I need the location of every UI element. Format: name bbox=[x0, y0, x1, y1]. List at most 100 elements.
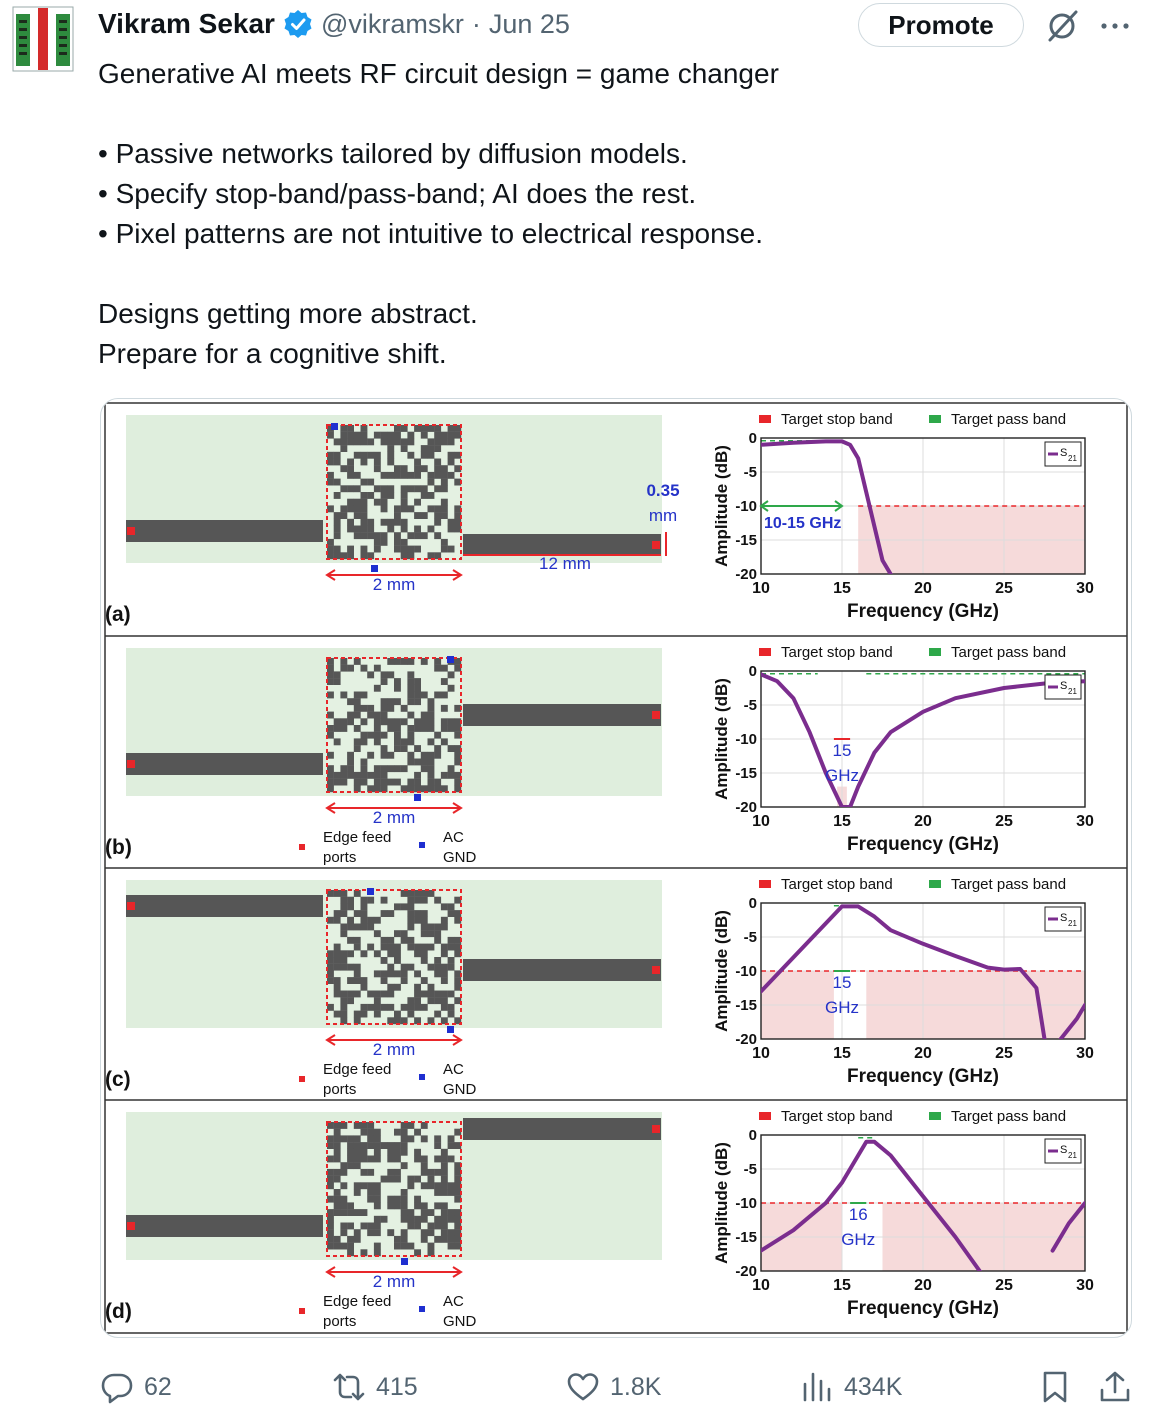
legend-stop-label: Target stop band bbox=[781, 876, 893, 893]
pixel-cell bbox=[434, 1142, 442, 1149]
pixel-cell bbox=[367, 1003, 375, 1011]
x-tick-label: 30 bbox=[1076, 580, 1094, 597]
pixel-cell bbox=[347, 718, 354, 726]
pixel-cell bbox=[420, 512, 428, 519]
pixel-cell bbox=[373, 451, 381, 459]
edge-feed-port bbox=[652, 1125, 660, 1133]
views-button[interactable]: 434K bbox=[800, 1364, 902, 1410]
pixel-cell bbox=[360, 903, 368, 911]
pixel-cell bbox=[353, 431, 361, 439]
pixel-cell bbox=[407, 431, 415, 439]
pixel-cell bbox=[347, 758, 354, 766]
pixel-cell bbox=[347, 471, 354, 479]
legend-edge-feed: ports bbox=[323, 1313, 356, 1330]
promote-button[interactable]: Promote bbox=[858, 3, 1024, 47]
pixel-cell bbox=[434, 896, 442, 904]
pixel-cell bbox=[327, 731, 334, 739]
pixel-cell bbox=[454, 1222, 462, 1230]
pixel-cell bbox=[380, 785, 388, 793]
author-name[interactable]: Vikram Sekar bbox=[98, 8, 275, 39]
pixel-cell bbox=[447, 471, 455, 479]
author-avatar[interactable] bbox=[12, 6, 74, 72]
pixel-cell bbox=[427, 890, 435, 897]
pixel-cell bbox=[373, 485, 381, 493]
tweet-media-image[interactable]: 2 mm 12 mm 0.35 mm (a) Target stop band Target… bbox=[100, 398, 1132, 1338]
pixel-cell bbox=[454, 725, 462, 732]
pixel-cell bbox=[380, 1003, 388, 1011]
pixel-cell bbox=[440, 438, 448, 446]
pixel-cell bbox=[400, 936, 408, 944]
pixel-cell bbox=[447, 1229, 455, 1237]
pixel-cell bbox=[367, 1168, 375, 1176]
pixel-cell bbox=[440, 923, 448, 931]
pixel-cell bbox=[434, 1010, 442, 1018]
pixel-cell bbox=[360, 1168, 368, 1176]
pixel-cell bbox=[440, 997, 448, 1005]
pixel-cell bbox=[434, 957, 442, 964]
pixel-cell bbox=[360, 1182, 368, 1190]
share-icon[interactable] bbox=[1098, 1370, 1132, 1404]
analytics-icon bbox=[803, 1372, 831, 1402]
pixel-cell bbox=[327, 970, 334, 978]
pixel-cell bbox=[333, 1235, 341, 1243]
pixel-cell bbox=[394, 1242, 401, 1250]
pixel-cell bbox=[414, 970, 421, 978]
pixel-cell bbox=[394, 545, 401, 553]
pixel-cell bbox=[353, 658, 361, 665]
pixel-cell bbox=[373, 1222, 381, 1230]
separator-dot: · bbox=[471, 8, 481, 39]
legend-stop-swatch bbox=[759, 648, 771, 656]
pixel-cell bbox=[387, 751, 395, 759]
pixel-cell bbox=[454, 1142, 462, 1149]
like-count: 1.8K bbox=[610, 1372, 662, 1401]
pixel-cell bbox=[360, 704, 368, 712]
repost-button[interactable]: 415 bbox=[332, 1364, 418, 1410]
pixel-cell bbox=[340, 431, 348, 439]
pixel-cell bbox=[333, 492, 341, 499]
pixel-cell bbox=[434, 691, 442, 699]
pixel-cell bbox=[340, 1162, 348, 1170]
pixel-cell bbox=[340, 765, 348, 773]
pixel-cell bbox=[434, 785, 442, 793]
pixel-cell bbox=[407, 1182, 415, 1190]
like-button[interactable]: 1.8K bbox=[566, 1364, 661, 1410]
pixel-cell bbox=[340, 485, 348, 493]
reply-button[interactable]: 62 bbox=[100, 1364, 172, 1410]
grok-icon[interactable] bbox=[1044, 8, 1080, 44]
pixel-cell bbox=[367, 525, 375, 533]
pixel-cell bbox=[434, 1202, 442, 1210]
author-handle[interactable]: @vikramskr bbox=[320, 8, 464, 39]
pixel-cell bbox=[420, 1182, 428, 1190]
tweet-date[interactable]: Jun 25 bbox=[488, 8, 570, 39]
pixel-cell bbox=[327, 658, 334, 665]
ac-gnd-marker bbox=[401, 1258, 408, 1265]
pixel-cell bbox=[454, 970, 462, 978]
pixel-cell bbox=[400, 498, 408, 506]
pixel-cell bbox=[360, 691, 368, 699]
pixel-cell bbox=[414, 983, 421, 991]
pixel-cell bbox=[420, 910, 428, 917]
pixel-cell bbox=[420, 977, 428, 984]
pixel-cell bbox=[353, 936, 361, 944]
more-icon[interactable] bbox=[1098, 12, 1132, 40]
pixel-cell bbox=[394, 1195, 401, 1203]
pixel-cell bbox=[407, 1135, 415, 1143]
pixel-cell bbox=[440, 1155, 448, 1163]
panel-label: (d) bbox=[105, 1300, 132, 1323]
pixel-cell bbox=[414, 1202, 421, 1210]
pixel-cell bbox=[387, 1148, 395, 1156]
pixel-cell bbox=[414, 678, 421, 685]
pixel-cell bbox=[333, 1155, 341, 1163]
pixel-cell bbox=[360, 718, 368, 726]
ac-gnd-marker bbox=[414, 794, 421, 801]
pixel-cell bbox=[360, 738, 368, 746]
pixel-cell bbox=[327, 785, 334, 793]
pixel-cell bbox=[420, 1003, 428, 1011]
legend-stop-swatch bbox=[759, 415, 771, 423]
dimension-arrowheads bbox=[325, 802, 463, 814]
pixel-cell bbox=[373, 711, 381, 719]
heart-icon bbox=[567, 1373, 599, 1401]
bookmark-icon[interactable] bbox=[1038, 1370, 1072, 1404]
pixel-cell bbox=[434, 990, 442, 998]
pixel-cell bbox=[400, 518, 408, 526]
